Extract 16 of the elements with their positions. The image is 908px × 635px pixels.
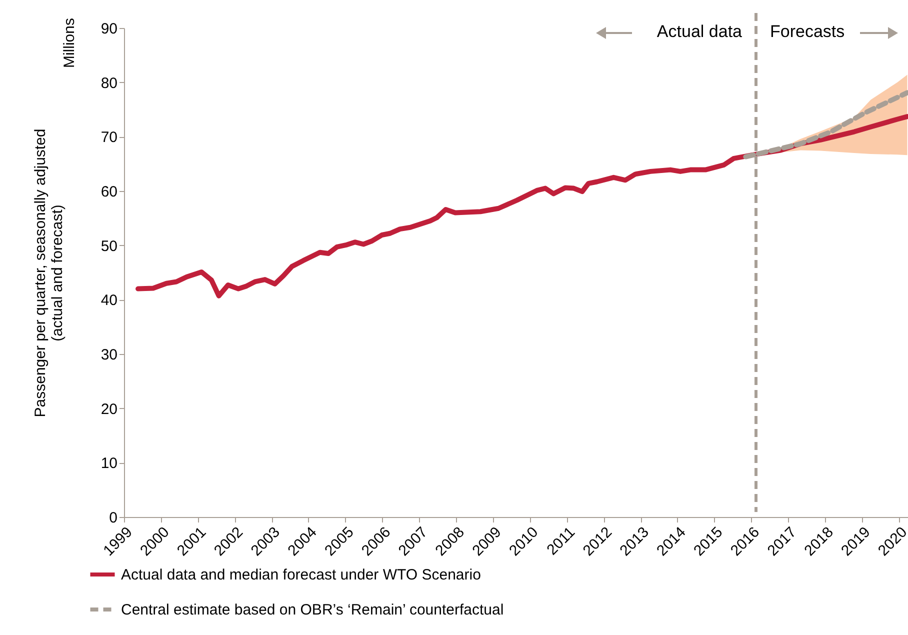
y-tick-label: 40: [100, 292, 118, 310]
annotation: Actual data: [656, 22, 743, 41]
y-tick-label: 50: [100, 238, 118, 255]
y-tick-label: 90: [100, 20, 118, 38]
y-tick-label: 20: [100, 400, 118, 418]
y-tick-label: 10: [100, 455, 118, 472]
y-tick-label: 30: [100, 346, 118, 364]
text: Millions: [61, 18, 78, 68]
y-axis-title: Passenger per quarter, seasonally adjusted (actual and forecast): [32, 128, 66, 418]
y-tick-label: 60: [100, 184, 118, 200]
y-tick-label: 80: [100, 74, 118, 92]
legend-label: Actual data and median forecast under WTO Scenario: [121, 566, 481, 584]
y-tick-label: 0: [109, 510, 118, 526]
annotation: Forecasts: [770, 22, 845, 41]
y-tick-label: 70: [100, 129, 118, 146]
legend-label: Central estimate based on OBR’s ‘Remain’ counterfactual: [121, 602, 504, 618]
